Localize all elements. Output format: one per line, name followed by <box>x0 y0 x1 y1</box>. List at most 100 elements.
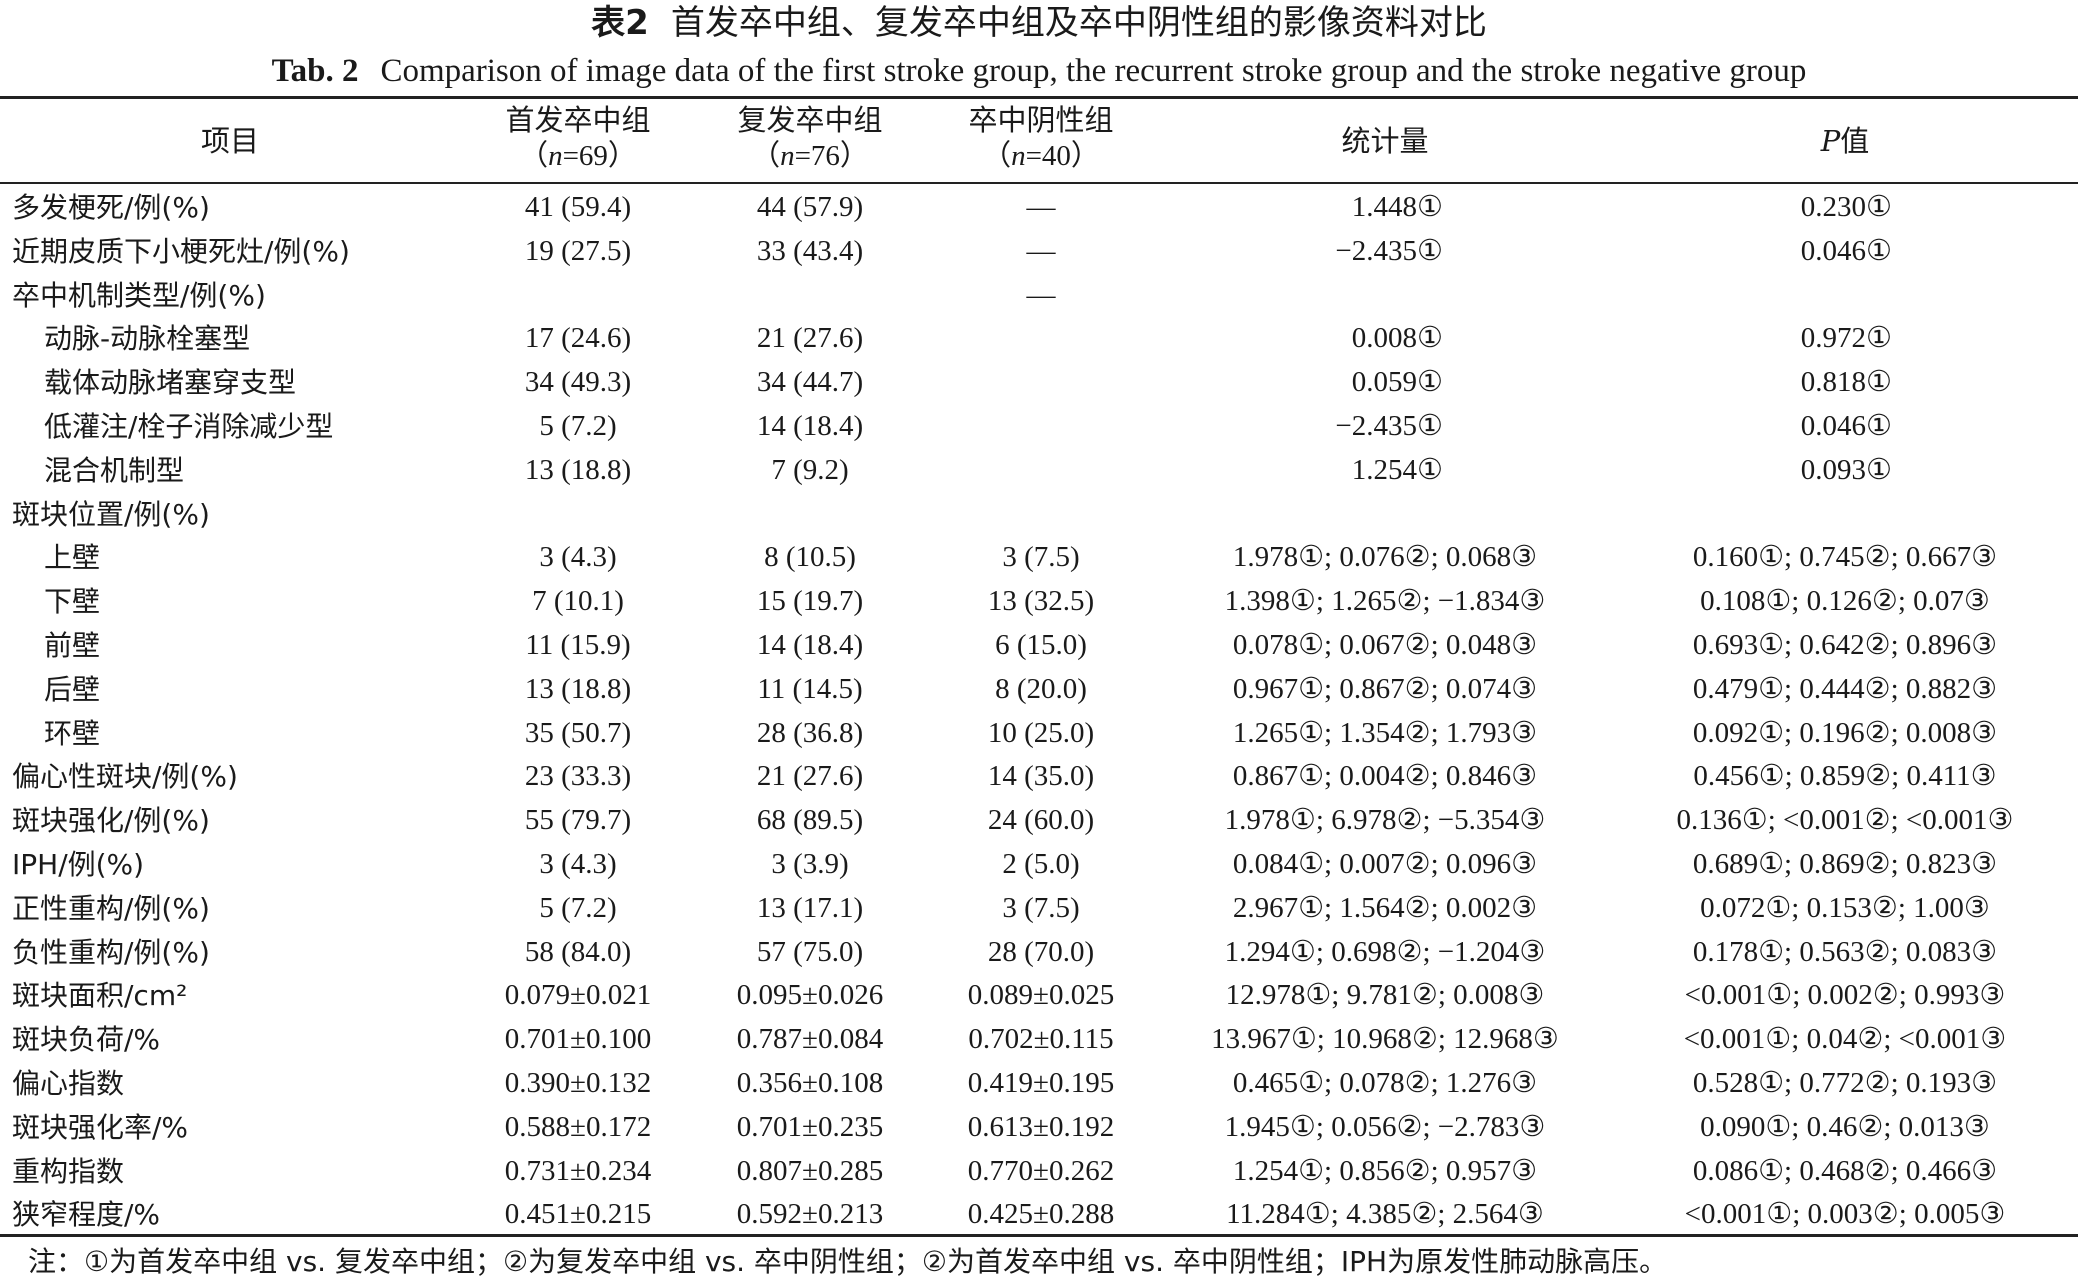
cell-p-value: 0.046① <box>1800 234 1892 267</box>
cell-stroke-negative: 8 (20.0) <box>995 672 1087 705</box>
cell-first-stroke: 5 (7.2) <box>539 409 617 442</box>
cell-recurrent-stroke: 14 (18.4) <box>756 628 864 661</box>
header-group3-n: （n=40） <box>982 140 1100 172</box>
table-row: 负性重构/例(%) 58 (84.0) 57 (75.0) 28 (70.0) 1.29… <box>0 931 2078 975</box>
cell-p-value: 0.528①; 0.772②; 0.193③ <box>1692 1066 1998 1099</box>
cell-stroke-negative: 0.425±0.288 <box>967 1198 1115 1231</box>
cell-statistic: 12.978①; 9.781②; 0.008③ <box>1225 979 1545 1012</box>
cell-first-stroke: 0.588±0.172 <box>504 1110 652 1143</box>
header-statistic: 统计量 <box>1341 124 1429 158</box>
row-item-label: 斑块强化率/% <box>12 1110 189 1144</box>
header-p-value: P值 <box>1820 124 1870 158</box>
cell-recurrent-stroke: 0.356±0.108 <box>736 1066 884 1099</box>
cell-stroke-negative: 0.702±0.115 <box>968 1023 1114 1056</box>
cell-statistic: 1.398①; 1.265②; −1.834③ <box>1224 585 1546 618</box>
table-row: 偏心指数 0.390±0.132 0.356±0.108 0.419±0.195 0.4… <box>0 1062 2078 1106</box>
cell-statistic: 0.084①; 0.007②; 0.096③ <box>1232 847 1538 880</box>
row-item-label: 负性重构/例(%) <box>12 935 210 969</box>
cell-statistic: 0.008① <box>1351 322 1443 355</box>
table-row: 偏心性斑块/例(%) 23 (33.3) 21 (27.6) 14 (35.0) 0.8… <box>0 755 2078 799</box>
header-group1-name: 首发卒中组 <box>505 103 651 137</box>
table-row: 狭窄程度/% 0.451±0.215 0.592±0.213 0.425±0.288 1… <box>0 1193 2078 1237</box>
cell-statistic: 1.294①; 0.698②; −1.204③ <box>1224 935 1546 968</box>
table-footnote: 注：①为首发卒中组 vs. 复发卒中组；②为复发卒中组 vs. 卒中阴性组；②为… <box>28 1245 1668 1278</box>
cell-statistic: 0.867①; 0.004②; 0.846③ <box>1232 760 1538 793</box>
cell-p-value: 0.093① <box>1800 453 1892 486</box>
cell-p-value: 0.046① <box>1800 409 1892 442</box>
table-row: 后壁 13 (18.8) 11 (14.5) 8 (20.0) 0.967①; 0.86… <box>0 668 2078 712</box>
cell-first-stroke <box>443 274 713 318</box>
cell-recurrent-stroke: 28 (36.8) <box>756 716 864 749</box>
cell-stroke-negative: 10 (25.0) <box>987 716 1095 749</box>
row-item-label: 卒中机制类型/例(%) <box>12 278 266 312</box>
table-label-english: Tab. 2 <box>271 53 359 89</box>
table-caption-chinese: 首发卒中组、复发卒中组及卒中阴性组的影像资料对比 <box>670 3 1487 43</box>
cell-recurrent-stroke: 68 (89.5) <box>756 804 864 837</box>
cell-recurrent-stroke: 33 (43.4) <box>756 234 864 267</box>
cell-first-stroke: 19 (27.5) <box>524 234 632 267</box>
cell-stroke-negative: 13 (32.5) <box>987 585 1095 618</box>
cell-stroke-negative: 6 (15.0) <box>995 628 1087 661</box>
cell-recurrent-stroke: 0.807±0.285 <box>736 1154 884 1187</box>
table-title-english: Tab. 2 Comparison of image data of the fi… <box>0 50 2078 92</box>
table-row: 动脉-动脉栓塞型 17 (24.6) 21 (27.6) 0.008① 0.972① <box>0 317 2078 361</box>
cell-first-stroke: 7 (10.1) <box>532 585 624 618</box>
table-title-chinese: 表2 首发卒中组、复发卒中组及卒中阴性组的影像资料对比 <box>0 2 2078 44</box>
cell-recurrent-stroke <box>675 274 945 318</box>
row-item-label: 前壁 <box>44 628 101 662</box>
row-item-label: 斑块位置/例(%) <box>12 497 210 531</box>
table-row: 载体动脉堵塞穿支型 34 (49.3) 34 (44.7) 0.059① 0.818① <box>0 361 2078 405</box>
cell-p-value: 0.693①; 0.642②; 0.896③ <box>1692 628 1998 661</box>
row-item-label: 斑块面积/cm² <box>12 979 188 1013</box>
table-body: 多发梗死/例(%) 41 (59.4) 44 (57.9) — 1.448① 0.230①… <box>0 186 2078 1237</box>
row-item-label: 斑块负荷/% <box>12 1023 161 1057</box>
cell-recurrent-stroke: 15 (19.7) <box>756 585 864 618</box>
cell-first-stroke: 5 (7.2) <box>539 891 617 924</box>
cell-first-stroke: 11 (15.9) <box>525 628 631 661</box>
cell-stroke-negative: — <box>1026 234 1056 267</box>
table-caption-english: Comparison of image data of the first st… <box>380 53 1807 89</box>
cell-first-stroke: 58 (84.0) <box>524 935 632 968</box>
cell-recurrent-stroke: 11 (14.5) <box>757 672 863 705</box>
cell-p-value <box>1620 493 2070 537</box>
table-row: 斑块负荷/% 0.701±0.100 0.787±0.084 0.702±0.115 1… <box>0 1018 2078 1062</box>
row-item-label: 上壁 <box>44 541 101 575</box>
row-item-label: 下壁 <box>44 585 101 619</box>
cell-first-stroke: 41 (59.4) <box>524 191 632 223</box>
cell-first-stroke: 3 (4.3) <box>539 541 617 574</box>
cell-p-value <box>1620 274 1892 318</box>
cell-stroke-negative: — <box>1026 191 1056 223</box>
cell-p-value: 0.072①; 0.153②; 1.00③ <box>1700 891 1990 924</box>
table-header-rule <box>0 182 2078 184</box>
cell-statistic: 1.945①; 0.056②; −2.783③ <box>1224 1110 1546 1143</box>
table-row: 多发梗死/例(%) 41 (59.4) 44 (57.9) — 1.448① 0.230① <box>0 186 2078 230</box>
table-row: 低灌注/栓子消除减少型 5 (7.2) 14 (18.4) −2.435① 0.046① <box>0 405 2078 449</box>
cell-p-value: 0.092①; 0.196②; 0.008③ <box>1692 716 1998 749</box>
cell-statistic: 0.967①; 0.867②; 0.074③ <box>1232 672 1538 705</box>
cell-statistic: 1.254① <box>1351 453 1443 486</box>
row-item-label: 斑块强化/例(%) <box>12 804 210 838</box>
table-row: 卒中机制类型/例(%) — <box>0 274 2078 318</box>
cell-recurrent-stroke: 13 (17.1) <box>756 891 864 924</box>
cell-recurrent-stroke: 21 (27.6) <box>756 322 864 355</box>
header-group3: 卒中阴性组 （n=40） <box>906 102 1176 180</box>
table-top-rule <box>0 96 2078 99</box>
table-row: 前壁 11 (15.9) 14 (18.4) 6 (15.0) 0.078①; 0.06… <box>0 624 2078 668</box>
header-group3-name: 卒中阴性组 <box>968 103 1114 137</box>
row-item-label: 低灌注/栓子消除减少型 <box>44 409 334 443</box>
cell-stroke-negative <box>906 317 1176 361</box>
header-item: 项目 <box>200 124 259 158</box>
cell-recurrent-stroke: 0.095±0.026 <box>736 979 884 1012</box>
cell-p-value: 0.479①; 0.444②; 0.882③ <box>1692 672 1998 705</box>
cell-stroke-negative: 0.770±0.262 <box>967 1154 1115 1187</box>
header-group1: 首发卒中组 （n=69） <box>443 102 713 180</box>
cell-stroke-negative: 0.089±0.025 <box>967 979 1115 1012</box>
header-group1-n: （n=69） <box>519 140 637 172</box>
cell-recurrent-stroke: 44 (57.9) <box>756 191 864 223</box>
cell-statistic <box>1160 274 1443 318</box>
table-row: 上壁 3 (4.3) 8 (10.5) 3 (7.5) 1.978①; 0.076②; … <box>0 536 2078 580</box>
cell-first-stroke: 17 (24.6) <box>524 322 632 355</box>
cell-first-stroke: 0.451±0.215 <box>504 1198 652 1231</box>
cell-p-value: 0.689①; 0.869②; 0.823③ <box>1692 847 1998 880</box>
cell-statistic: 2.967①; 1.564②; 0.002③ <box>1232 891 1538 924</box>
